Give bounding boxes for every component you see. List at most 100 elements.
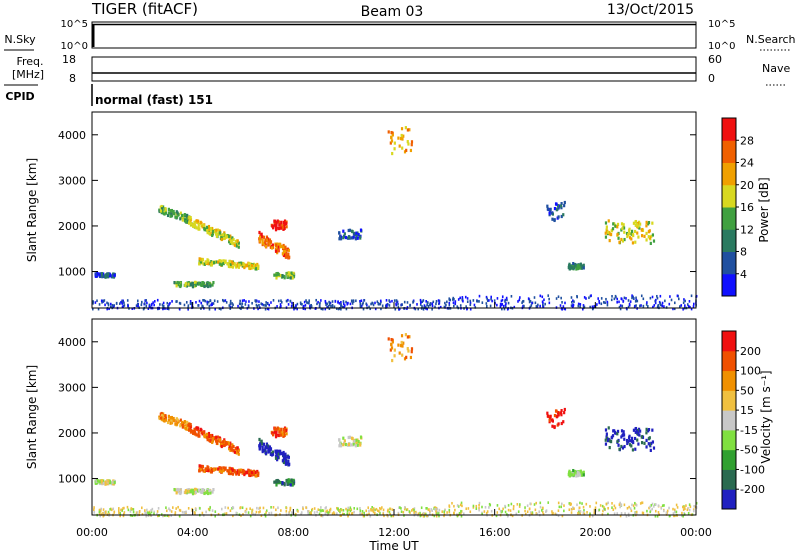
power-cell — [151, 302, 153, 306]
power-cell — [459, 296, 461, 300]
velocity-cell — [560, 505, 562, 509]
power-cell — [236, 264, 239, 268]
velocity-cell — [611, 506, 613, 509]
power-cell — [285, 221, 288, 226]
power-cell — [239, 302, 242, 306]
power-cell — [203, 299, 205, 302]
power-cell — [628, 236, 632, 240]
power-cell — [202, 305, 204, 308]
power-cell — [613, 297, 616, 301]
power-cell — [247, 305, 250, 309]
power-cell — [169, 214, 172, 218]
power-cell — [618, 240, 621, 244]
power-cell — [679, 305, 681, 308]
power-cell — [386, 302, 389, 306]
velocity-cell — [282, 450, 285, 455]
power-cell — [638, 226, 641, 230]
velocity-cell — [367, 506, 370, 509]
power-cell — [501, 307, 503, 311]
power-cell — [369, 307, 372, 311]
power-cell — [645, 224, 648, 228]
power-cell — [104, 273, 107, 277]
power-cell — [553, 206, 557, 211]
velocity-cell — [277, 433, 280, 437]
velocity-cell — [202, 488, 205, 492]
velocity-cell — [272, 506, 275, 509]
velocity-cell — [202, 430, 205, 434]
power-cell — [331, 300, 334, 303]
power-cell — [469, 303, 472, 307]
velocity-cell — [560, 502, 563, 506]
velocity-cell — [640, 501, 643, 505]
power-cell — [505, 302, 507, 305]
power-cell — [198, 259, 201, 263]
velocity-cell — [429, 512, 431, 515]
power-cell — [277, 220, 281, 224]
power-cell — [522, 299, 525, 303]
velocity-cell — [211, 440, 214, 445]
nave-tick-bottom: 0 — [708, 72, 715, 85]
velocity-cell — [577, 509, 580, 513]
power-cell — [579, 305, 581, 309]
power-cell — [559, 204, 563, 208]
power-cell — [215, 228, 218, 232]
velocity-cell — [287, 455, 290, 459]
power-cell — [189, 282, 192, 287]
velocity-cell — [236, 446, 239, 450]
velocity-cell — [399, 506, 401, 509]
velocity-cell — [248, 469, 251, 473]
power-cell — [374, 307, 377, 311]
power-cell — [103, 299, 106, 302]
velocity-cell — [261, 442, 264, 446]
power-cell — [513, 305, 516, 309]
velocity-cell — [665, 511, 668, 515]
velocity-cell — [258, 446, 262, 450]
power-cell — [175, 284, 178, 288]
power-cell — [443, 305, 446, 309]
power-cell — [355, 231, 358, 235]
power-cell — [579, 303, 582, 306]
power-cell — [193, 220, 196, 224]
velocity-cell — [637, 427, 641, 431]
velocity-cell — [618, 447, 621, 451]
power-cell — [255, 300, 257, 303]
power-cell — [314, 307, 317, 310]
velocity-colorbar-segment — [722, 331, 736, 352]
power-cell — [640, 304, 642, 307]
velocity-cell — [265, 442, 269, 446]
power-cell — [571, 300, 573, 304]
power-cell — [400, 133, 403, 138]
power-cell — [409, 148, 413, 153]
power-cell — [160, 204, 163, 209]
velocity-cell — [288, 512, 290, 515]
velocity-cell — [294, 512, 297, 516]
velocity-colorbar-segment — [722, 429, 736, 451]
power-cell — [257, 307, 259, 311]
velocity-cell — [191, 491, 195, 496]
velocity-cell — [286, 455, 289, 459]
velocity-cell — [391, 508, 394, 511]
velocity-cell — [123, 511, 126, 514]
power-cell — [690, 294, 693, 298]
power-cell — [453, 304, 455, 308]
power-cell — [617, 236, 620, 240]
power-cell — [616, 297, 619, 301]
power-cell — [602, 301, 605, 304]
velocity-cell — [627, 512, 630, 516]
velocity-cell — [222, 466, 225, 470]
velocity-cell — [591, 514, 594, 518]
power-cell — [141, 300, 143, 304]
velocity-cell — [434, 506, 436, 509]
velocity-cell — [170, 510, 173, 513]
power-cell — [607, 219, 610, 223]
power-cell — [280, 221, 283, 225]
velocity-cell — [213, 437, 216, 441]
velocity-cell — [616, 429, 620, 434]
power-cell — [187, 282, 190, 286]
velocity-cell — [273, 480, 276, 484]
velocity-cell — [339, 510, 341, 514]
power-cell — [575, 267, 578, 271]
velocity-cell — [174, 511, 177, 514]
power-cell — [184, 283, 187, 288]
